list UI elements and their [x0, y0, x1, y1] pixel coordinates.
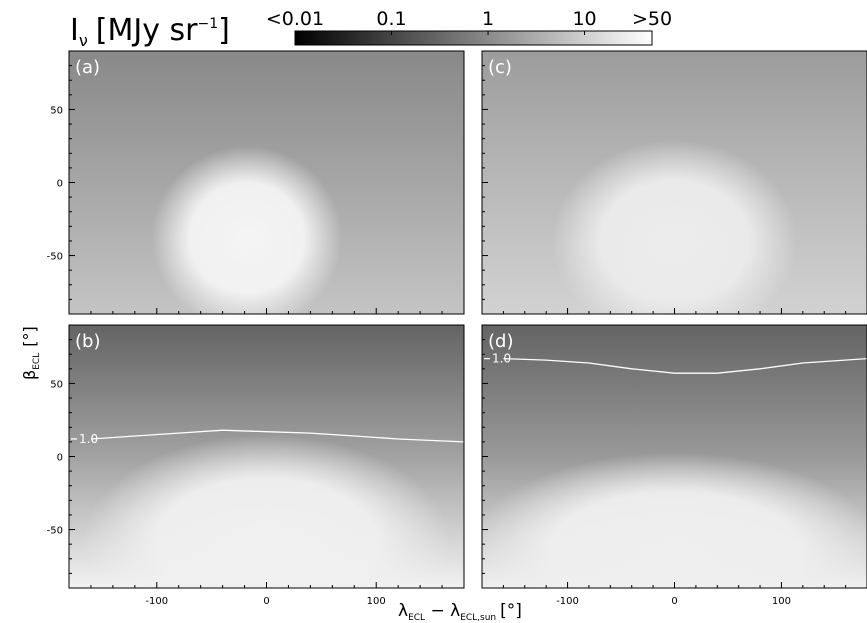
- panel-b: 1.0 50 0 -50 -100 0 100 (b): [47, 324, 465, 607]
- panel-a: 50 0 -50 (a): [47, 50, 465, 315]
- contour-line: [503, 357, 867, 374]
- axis-ticks: [69, 65, 443, 314]
- y-tick-label: 50: [50, 105, 63, 116]
- colorbar-tick-label: 1: [482, 8, 494, 30]
- panel-d: 1.0 -100 0 100 (d): [481, 324, 867, 607]
- panel-label: (d): [488, 331, 513, 352]
- axis-ticks: [69, 339, 443, 588]
- colorbar-ticks: <0.01 0.1 1 10 >50: [266, 8, 672, 35]
- y-tick-label: 0: [57, 179, 63, 190]
- colorbar-tick-label: >50: [632, 8, 672, 30]
- contour-line: [90, 429, 464, 443]
- colorbar-tick-label: 0.1: [376, 8, 406, 30]
- x-tick-label: 0: [671, 596, 677, 607]
- panel-label: (a): [75, 57, 100, 78]
- panel-label: (b): [75, 331, 100, 352]
- contour-label: 1.0: [492, 352, 511, 366]
- axis-ticks: [482, 65, 847, 314]
- contour-label: 1.0: [79, 432, 98, 446]
- panel-c: (c): [481, 50, 867, 315]
- panels: 50 0 -50 (a) (c) 1.0 50 0 -50 -100 0 100 (b) 1.0 -100 0…: [47, 50, 867, 607]
- y-tick-label: 0: [57, 453, 63, 464]
- x-tick-label: 100: [772, 596, 791, 607]
- x-tick-label: 0: [263, 596, 269, 607]
- x-tick-label: -100: [556, 596, 579, 607]
- heatmap-bright-region: [551, 140, 798, 314]
- y-axis-title: βECL[°]: [20, 326, 42, 380]
- x-tick-label: 100: [367, 596, 386, 607]
- heatmap-bright-region: [151, 145, 342, 314]
- colorbar-tick-label: <0.01: [266, 8, 324, 30]
- colorbar-tick-label: 10: [572, 8, 596, 30]
- colorbar-title: Iν [MJy sr−1]: [70, 13, 230, 50]
- colorbar: [294, 30, 653, 46]
- x-tick-label: -100: [145, 596, 168, 607]
- axis-ticks: [482, 339, 847, 588]
- panel-label: (c): [488, 57, 512, 78]
- y-tick-label: 50: [50, 379, 63, 390]
- y-tick-label: -50: [47, 526, 63, 537]
- heatmap-bright-region: [482, 452, 867, 588]
- y-tick-label: -50: [47, 252, 63, 263]
- heatmap-bright-region: [82, 434, 451, 588]
- colorbar-header: Iν [MJy sr−1] <0.01 0.1 1 10 >50: [70, 8, 672, 50]
- x-axis-title: λECL − λECL,sun [°]: [398, 601, 522, 623]
